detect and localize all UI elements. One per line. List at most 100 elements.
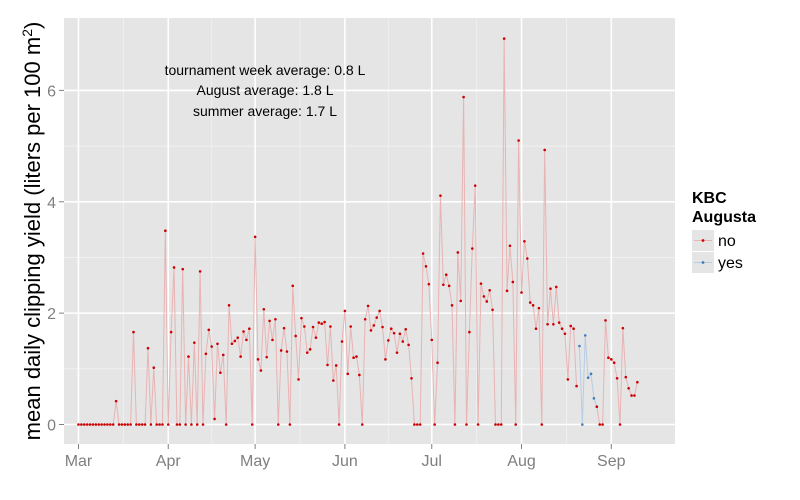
data-point-no — [149, 423, 153, 426]
data-point-no — [421, 252, 425, 255]
data-point-yes — [589, 372, 593, 376]
data-point-no — [337, 423, 341, 426]
data-point-no — [305, 351, 309, 354]
data-point-no — [77, 423, 80, 426]
data-point-no — [488, 289, 491, 292]
data-point-no — [523, 240, 526, 243]
data-point-no — [415, 423, 419, 426]
series-yes-1 — [578, 334, 599, 426]
x-tick-label: Apr — [156, 453, 182, 470]
data-point-no — [494, 423, 497, 426]
x-tick-label: May — [240, 453, 270, 470]
data-point-no — [598, 423, 602, 426]
data-point-no — [91, 423, 95, 426]
data-point-no — [552, 322, 555, 326]
data-point-no — [320, 322, 324, 326]
data-point-no — [636, 380, 639, 384]
data-point-no — [372, 324, 376, 327]
data-point-no — [413, 423, 416, 426]
data-point-no — [164, 229, 167, 233]
data-point-no — [123, 423, 127, 426]
data-point-no — [531, 304, 535, 307]
data-point-no — [450, 304, 454, 307]
data-point-no — [193, 341, 196, 344]
data-point-no — [166, 423, 170, 426]
data-point-no — [410, 376, 413, 380]
data-point-no — [363, 317, 367, 321]
data-point-no — [511, 280, 515, 284]
y-axis-title-superscript: 2 — [19, 29, 35, 37]
data-point-no — [633, 394, 636, 397]
data-point-no — [404, 327, 408, 331]
data-point-no — [88, 423, 92, 426]
data-point-no — [221, 353, 225, 357]
x-tick-label: Sep — [597, 453, 626, 470]
annotation-tournament-week: tournament week average: 0.8 L — [165, 62, 366, 78]
series-no-2 — [595, 319, 639, 426]
data-point-no — [560, 327, 564, 331]
y-tick-label: 0 — [47, 418, 56, 435]
data-point-no — [106, 423, 109, 426]
data-point-no — [285, 350, 289, 353]
data-point-no — [546, 322, 549, 326]
legend-label-no: no — [718, 233, 736, 250]
data-point-no — [85, 423, 89, 426]
data-point-no — [245, 338, 248, 342]
data-point-no — [468, 330, 471, 334]
data-point-yes — [578, 344, 581, 348]
data-point-no — [630, 394, 633, 397]
data-point-no — [143, 423, 147, 426]
data-point-no — [418, 423, 422, 426]
data-point-no — [444, 273, 448, 277]
data-point-no — [178, 423, 182, 426]
data-point-no — [317, 321, 321, 324]
data-point-no — [430, 338, 434, 342]
data-point-no — [612, 361, 616, 365]
data-point-no — [242, 330, 245, 333]
data-point-no — [497, 423, 500, 426]
y-tick-label: 4 — [47, 195, 56, 212]
legend-title-line1: KBC — [692, 190, 727, 207]
y-tick-label: 2 — [47, 306, 56, 323]
data-point-no — [248, 327, 251, 331]
data-point-no — [473, 184, 477, 187]
data-point-no — [114, 399, 118, 403]
data-point-no — [103, 423, 106, 426]
series-no-0 — [77, 37, 578, 426]
data-point-no — [346, 372, 350, 376]
data-point-no — [334, 364, 338, 367]
data-point-no — [505, 289, 509, 293]
data-point-no — [219, 371, 222, 375]
legend-label-yes: yes — [718, 255, 743, 272]
y-axis-title: mean daily clipping yield (liters per 10… — [19, 22, 45, 441]
series-layer — [77, 37, 639, 426]
data-point-no — [291, 284, 295, 288]
data-point-no — [120, 423, 124, 426]
data-point-no — [300, 316, 303, 320]
data-point-no — [190, 423, 193, 426]
data-point-no — [82, 423, 86, 426]
data-point-no — [389, 327, 393, 331]
data-point-no — [271, 338, 274, 342]
data-point-no — [227, 304, 231, 307]
data-point-no — [526, 257, 529, 260]
data-point-no — [381, 325, 384, 329]
data-point-no — [459, 299, 463, 303]
data-point-yes — [581, 423, 584, 426]
data-point-no — [395, 351, 399, 354]
data-point-no — [294, 334, 297, 338]
data-point-no — [152, 366, 156, 370]
data-point-no — [262, 307, 266, 311]
data-point-no — [140, 423, 144, 426]
data-point-no — [615, 376, 619, 380]
data-point-no — [230, 342, 234, 346]
data-point-no — [332, 379, 335, 382]
data-point-no — [476, 423, 480, 426]
data-point-no — [201, 423, 205, 426]
data-point-no — [436, 361, 439, 365]
data-point-no — [607, 356, 610, 359]
data-point-no — [256, 358, 260, 361]
data-point-no — [384, 358, 387, 361]
data-point-no — [528, 301, 532, 304]
data-point-no — [111, 423, 115, 426]
